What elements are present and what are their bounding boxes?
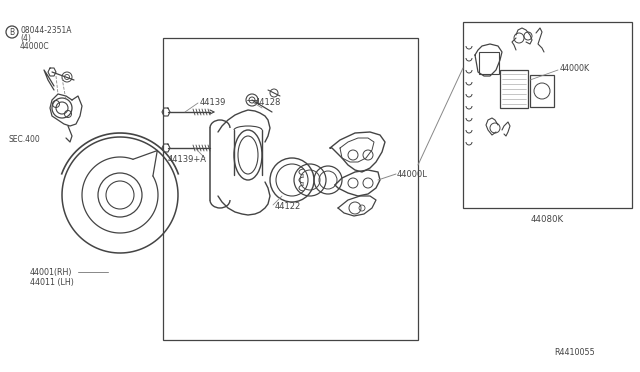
- Text: 44139+A: 44139+A: [168, 155, 207, 164]
- Text: R4410055: R4410055: [554, 348, 595, 357]
- Bar: [479, 52, 499, 74]
- Text: 44000C: 44000C: [20, 42, 50, 51]
- Text: 08044-2351A: 08044-2351A: [20, 26, 72, 35]
- Bar: [463, 22, 632, 208]
- Text: 44011 (LH): 44011 (LH): [30, 278, 74, 287]
- Text: 44128: 44128: [255, 98, 282, 107]
- Bar: [163, 38, 418, 340]
- Text: 44000L: 44000L: [397, 170, 428, 179]
- Bar: [500, 70, 528, 108]
- Text: SEC.400: SEC.400: [8, 135, 40, 144]
- Text: 44000K: 44000K: [560, 64, 590, 73]
- Text: 44122: 44122: [275, 202, 301, 211]
- Text: 44080K: 44080K: [531, 215, 564, 224]
- Text: 44001(RH): 44001(RH): [30, 268, 72, 277]
- Text: 44139: 44139: [200, 98, 227, 107]
- Text: (4): (4): [20, 34, 31, 43]
- Text: B: B: [10, 28, 15, 36]
- Bar: [530, 75, 554, 107]
